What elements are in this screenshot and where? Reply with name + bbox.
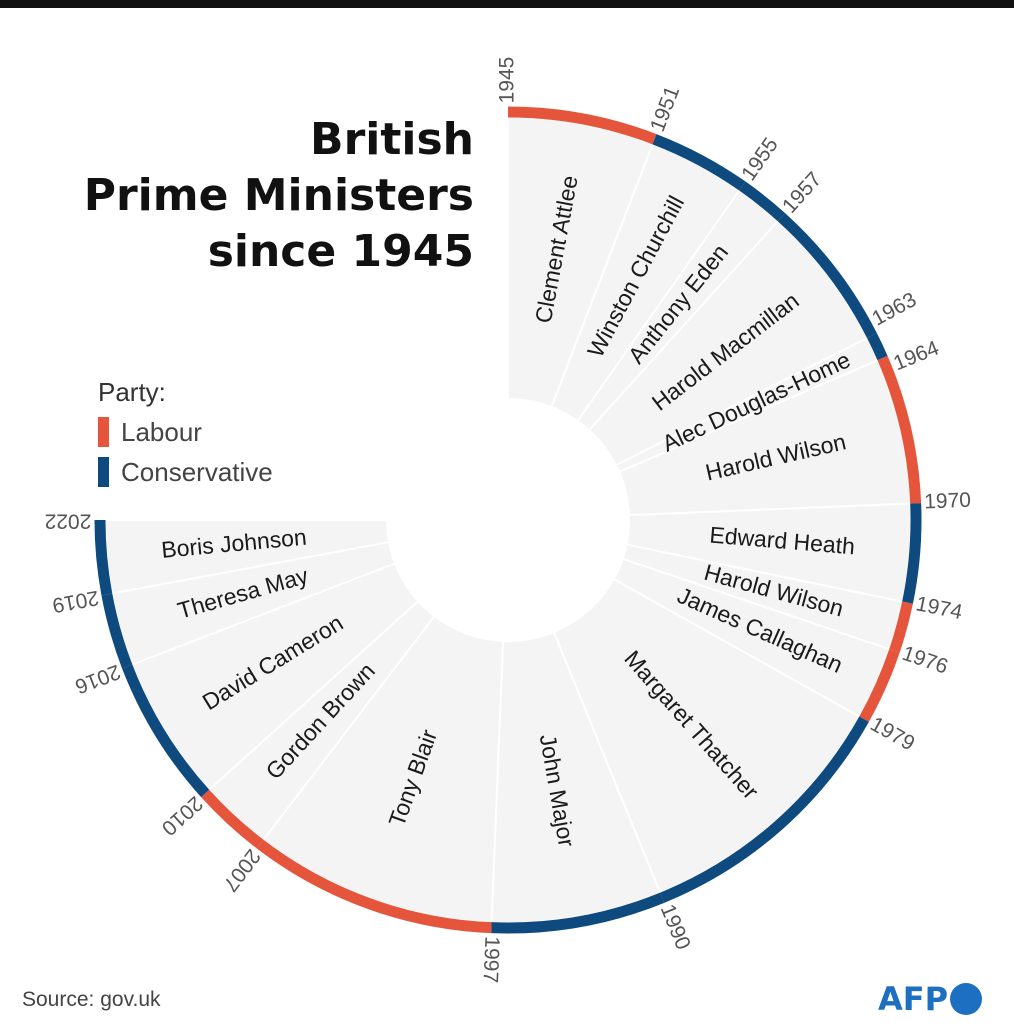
party-arc-alec-douglas-home-4	[866, 333, 888, 361]
divider-2016-14	[132, 562, 395, 666]
year-tick-2016-14: 2016	[72, 660, 124, 698]
year-tick-2019-15: 2019	[51, 586, 101, 617]
pm-wedge-john-major-10	[491, 632, 660, 923]
logo-dot-icon	[950, 983, 983, 1015]
party-arc-margaret-thatcher-9	[660, 716, 869, 903]
divider-1970-6	[629, 502, 910, 517]
divider-2007-12	[263, 616, 435, 840]
party-arc-james-callaghan-8	[859, 649, 900, 722]
divider-1997-11	[490, 641, 505, 922]
year-tick-1990-10: 1990	[656, 901, 695, 953]
year-tick-1955-2: 1955	[737, 134, 783, 185]
party-arc-tony-blair-11	[256, 839, 492, 934]
year-tick-1997-11: 1997	[479, 936, 504, 984]
party-arc-winston-churchill-1	[652, 134, 746, 191]
pm-wedge-tony-blair-11	[263, 616, 504, 922]
title-line-1: British	[310, 114, 474, 165]
top-bar	[0, 0, 1014, 8]
divider-1976-8	[623, 558, 890, 650]
divider-1979-9	[613, 578, 860, 718]
year-tick-1964-5: 1964	[890, 336, 942, 375]
pm-wedge-clement-attlee-0	[508, 118, 653, 407]
pm-wedge-alec-douglas-home-4	[616, 338, 878, 472]
legend-label-conservative: Conservative	[121, 456, 273, 487]
pm-wedge-gordon-brown-12	[209, 601, 434, 840]
pm-wedge-harold-macmillan-3	[589, 221, 867, 465]
year-tick-2010-13: 2010	[157, 791, 207, 839]
year-tick-1957-3: 1957	[778, 168, 826, 218]
title-line-2: Prime Ministers	[83, 170, 474, 221]
party-arc-harold-macmillan-3	[777, 213, 877, 339]
party-arc-harold-wilson-7	[889, 601, 913, 653]
pm-wedge-margaret-thatcher-9	[554, 579, 859, 893]
pm-wedge-anthony-eden-2	[578, 190, 778, 430]
divider-1951-1	[550, 144, 654, 407]
divider-1957-3	[589, 220, 779, 431]
party-arc-david-cameron-13	[122, 664, 210, 798]
year-tick-2007-12: 2007	[218, 845, 265, 896]
pm-wedge-james-callaghan-8	[614, 559, 889, 717]
year-tick-1970-6: 1970	[924, 489, 972, 514]
logo-text: AFP	[878, 980, 949, 1018]
conservative-swatch	[98, 457, 109, 487]
divider-1964-5	[619, 359, 878, 473]
year-tick-1976-8: 1976	[899, 642, 951, 679]
legend-item-labour: Labour	[98, 412, 273, 452]
divider-2019-15	[112, 541, 389, 595]
source-note: Source: gov.uk	[22, 988, 161, 1011]
pm-wedge-david-cameron-13	[132, 563, 418, 790]
year-tick-1945-0: 1945	[496, 57, 519, 104]
party-arc-gordon-brown-12	[201, 789, 264, 849]
party-arc-edward-heath-6	[902, 503, 922, 604]
party-arc-group	[94, 106, 922, 934]
wedge-group	[106, 118, 910, 923]
party-arc-harold-wilson-5	[877, 355, 922, 504]
legend-title: Party:	[98, 377, 166, 407]
divider-group	[106, 118, 910, 922]
party-arc-clement-attlee-0	[507, 106, 657, 145]
divider-1990-10	[553, 632, 661, 893]
title-line-3: since 1945	[207, 226, 474, 277]
party-arc-theresa-may-14	[101, 593, 133, 669]
legend: Party: Labour Conservative	[98, 372, 273, 492]
pm-wedge-boris-johnson-15	[106, 520, 389, 594]
labour-swatch	[98, 417, 109, 447]
party-arc-anthony-eden-2	[739, 181, 786, 222]
year-tick-2022-16: 2022	[45, 509, 92, 532]
pm-wedge-harold-wilson-7	[623, 544, 902, 649]
pm-wedge-winston-churchill-1	[551, 144, 739, 421]
year-tick-1974-7: 1974	[914, 592, 965, 624]
divider-2010-13	[208, 601, 419, 791]
divider-1955-2	[577, 190, 740, 421]
legend-item-conservative: Conservative	[98, 452, 273, 492]
year-tick-1963-4: 1963	[868, 288, 920, 330]
afp-logo: AFP	[878, 980, 983, 1018]
pm-wedge-harold-wilson-5	[619, 360, 910, 516]
party-arc-boris-johnson-15	[94, 519, 113, 596]
divider-1963-4	[616, 337, 868, 466]
pm-wedge-edward-heath-6	[627, 503, 910, 602]
chart-title: British Prime Ministers since 1945	[84, 112, 474, 280]
legend-label-labour: Labour	[121, 416, 202, 447]
divider-1974-7	[627, 543, 902, 603]
year-tick-1979-9: 1979	[866, 713, 918, 756]
year-tick-1951-1: 1951	[646, 83, 684, 135]
party-arc-john-major-10	[491, 892, 665, 934]
pm-wedge-theresa-may-14	[112, 542, 395, 665]
